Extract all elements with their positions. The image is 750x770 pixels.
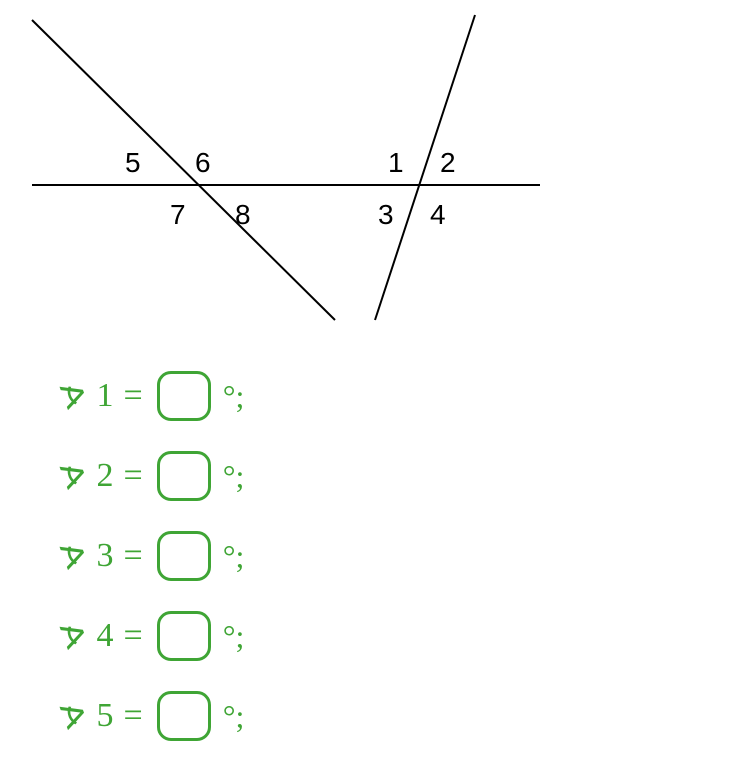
answers-list: ∢ 1 = °; ∢ 2 = °; ∢ 3 = °; ∢ 4 = °; ∢ 5 …: [60, 370, 244, 770]
angle-icon: ∢: [54, 372, 94, 419]
answer-row-2: ∢ 2 = °;: [60, 450, 244, 502]
degree-suffix: °;: [223, 618, 245, 655]
svg-text:6: 6: [195, 147, 211, 178]
degree-suffix: °;: [223, 698, 245, 735]
angle-icon: ∢: [54, 532, 94, 579]
degree-suffix: °;: [223, 378, 245, 415]
svg-text:4: 4: [430, 199, 446, 230]
equals-label: =: [124, 377, 143, 415]
svg-text:5: 5: [125, 147, 141, 178]
angle-number-label: 2: [97, 457, 114, 495]
angle-number-label: 5: [97, 697, 114, 735]
angle-number-label: 3: [97, 537, 114, 575]
angle-2-input[interactable]: [157, 451, 211, 501]
answer-row-1: ∢ 1 = °;: [60, 370, 244, 422]
angle-1-input[interactable]: [157, 371, 211, 421]
angle-3-input[interactable]: [157, 531, 211, 581]
svg-text:2: 2: [440, 147, 456, 178]
equals-label: =: [124, 617, 143, 655]
degree-suffix: °;: [223, 538, 245, 575]
geometry-diagram: 5 67 8 1 2 3 4: [0, 0, 750, 330]
svg-text:3: 3: [378, 199, 394, 230]
svg-text:8: 8: [235, 199, 251, 230]
svg-text:1: 1: [388, 147, 404, 178]
angle-4-input[interactable]: [157, 611, 211, 661]
equals-label: =: [124, 457, 143, 495]
svg-text:7: 7: [170, 199, 186, 230]
answer-row-3: ∢ 3 = °;: [60, 530, 244, 582]
angle-icon: ∢: [54, 452, 94, 499]
angle-number-label: 1: [97, 377, 114, 415]
equals-label: =: [124, 697, 143, 735]
answer-row-4: ∢ 4 = °;: [60, 610, 244, 662]
diagram-svg: 5 67 8 1 2 3 4: [0, 0, 750, 330]
degree-suffix: °;: [223, 458, 245, 495]
angle-5-input[interactable]: [157, 691, 211, 741]
answer-row-5: ∢ 5 = °;: [60, 690, 244, 742]
equals-label: =: [124, 537, 143, 575]
angle-number-label: 4: [97, 617, 114, 655]
angle-icon: ∢: [54, 692, 94, 739]
angle-icon: ∢: [54, 612, 94, 659]
